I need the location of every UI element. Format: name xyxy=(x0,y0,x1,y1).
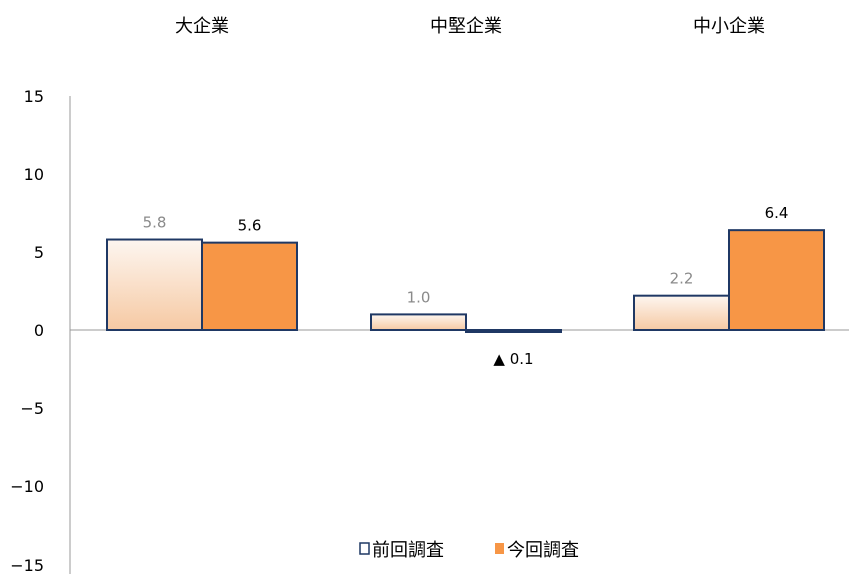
category-label-large: 大企業 xyxy=(175,16,229,37)
legend: 前回調査 今回調査 xyxy=(359,540,579,561)
category-label-mid: 中堅企業 xyxy=(430,16,502,37)
data-label-curr: 6.4 xyxy=(765,204,789,222)
y-tick-label: −15 xyxy=(10,556,44,574)
data-label-prev: 1.0 xyxy=(407,288,431,306)
y-tick-label: 15 xyxy=(24,87,44,106)
data-label-curr: ▲ 0.1 xyxy=(493,350,533,368)
legend-swatch-prev xyxy=(359,542,370,555)
bars-group: 5.8 1.0 2.2 5.6 ▲ 0.1 6.4 xyxy=(106,204,825,368)
legend-swatch-curr xyxy=(495,543,504,554)
legend-label-prev: 前回調査 xyxy=(372,540,444,561)
legend-label-curr: 今回調査 xyxy=(507,540,579,561)
bar-curr xyxy=(465,329,562,333)
category-label-small: 中小企業 xyxy=(693,16,765,37)
y-tick-label: 5 xyxy=(34,243,44,262)
y-tick-label: −5 xyxy=(20,399,44,418)
y-tick-label: −10 xyxy=(10,477,44,496)
bar-prev xyxy=(370,313,467,331)
bar-curr xyxy=(728,229,825,331)
bar-prev xyxy=(106,238,203,332)
data-label-prev: 2.2 xyxy=(670,270,694,288)
bar-curr xyxy=(201,241,298,331)
y-tick-label: 0 xyxy=(34,321,44,340)
bar-prev xyxy=(633,294,730,331)
data-label-curr: 5.6 xyxy=(238,217,262,235)
y-tick-label: 10 xyxy=(24,165,44,184)
data-label-prev: 5.8 xyxy=(143,214,167,232)
